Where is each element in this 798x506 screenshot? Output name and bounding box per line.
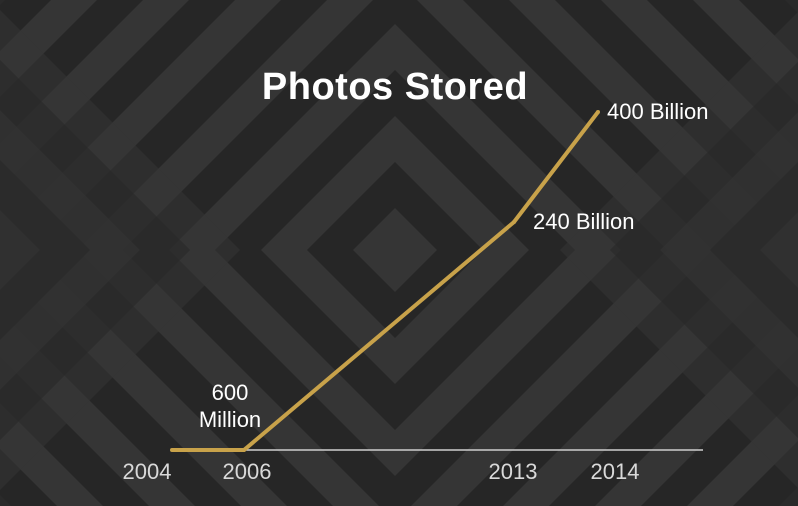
x-tick-label: 2013 xyxy=(489,459,538,484)
data-point xyxy=(512,220,516,224)
x-tick-label: 2014 xyxy=(591,459,640,484)
data-label: 400 Billion xyxy=(607,99,709,124)
data-label: 240 Billion xyxy=(533,209,635,234)
data-point xyxy=(242,448,246,452)
x-tick-label: 2006 xyxy=(223,459,272,484)
x-tick-label: 2004 xyxy=(123,459,172,484)
chart-title: Photos Stored xyxy=(261,66,529,108)
background-diamond xyxy=(710,162,798,338)
data-point xyxy=(596,110,600,114)
background-diamond xyxy=(0,160,90,340)
data-label: 600 Million xyxy=(199,380,261,432)
background-diamond xyxy=(353,208,437,292)
background-diamond xyxy=(760,212,798,288)
series-line xyxy=(172,110,600,452)
data-point xyxy=(170,448,174,452)
background-diamond xyxy=(0,210,40,290)
